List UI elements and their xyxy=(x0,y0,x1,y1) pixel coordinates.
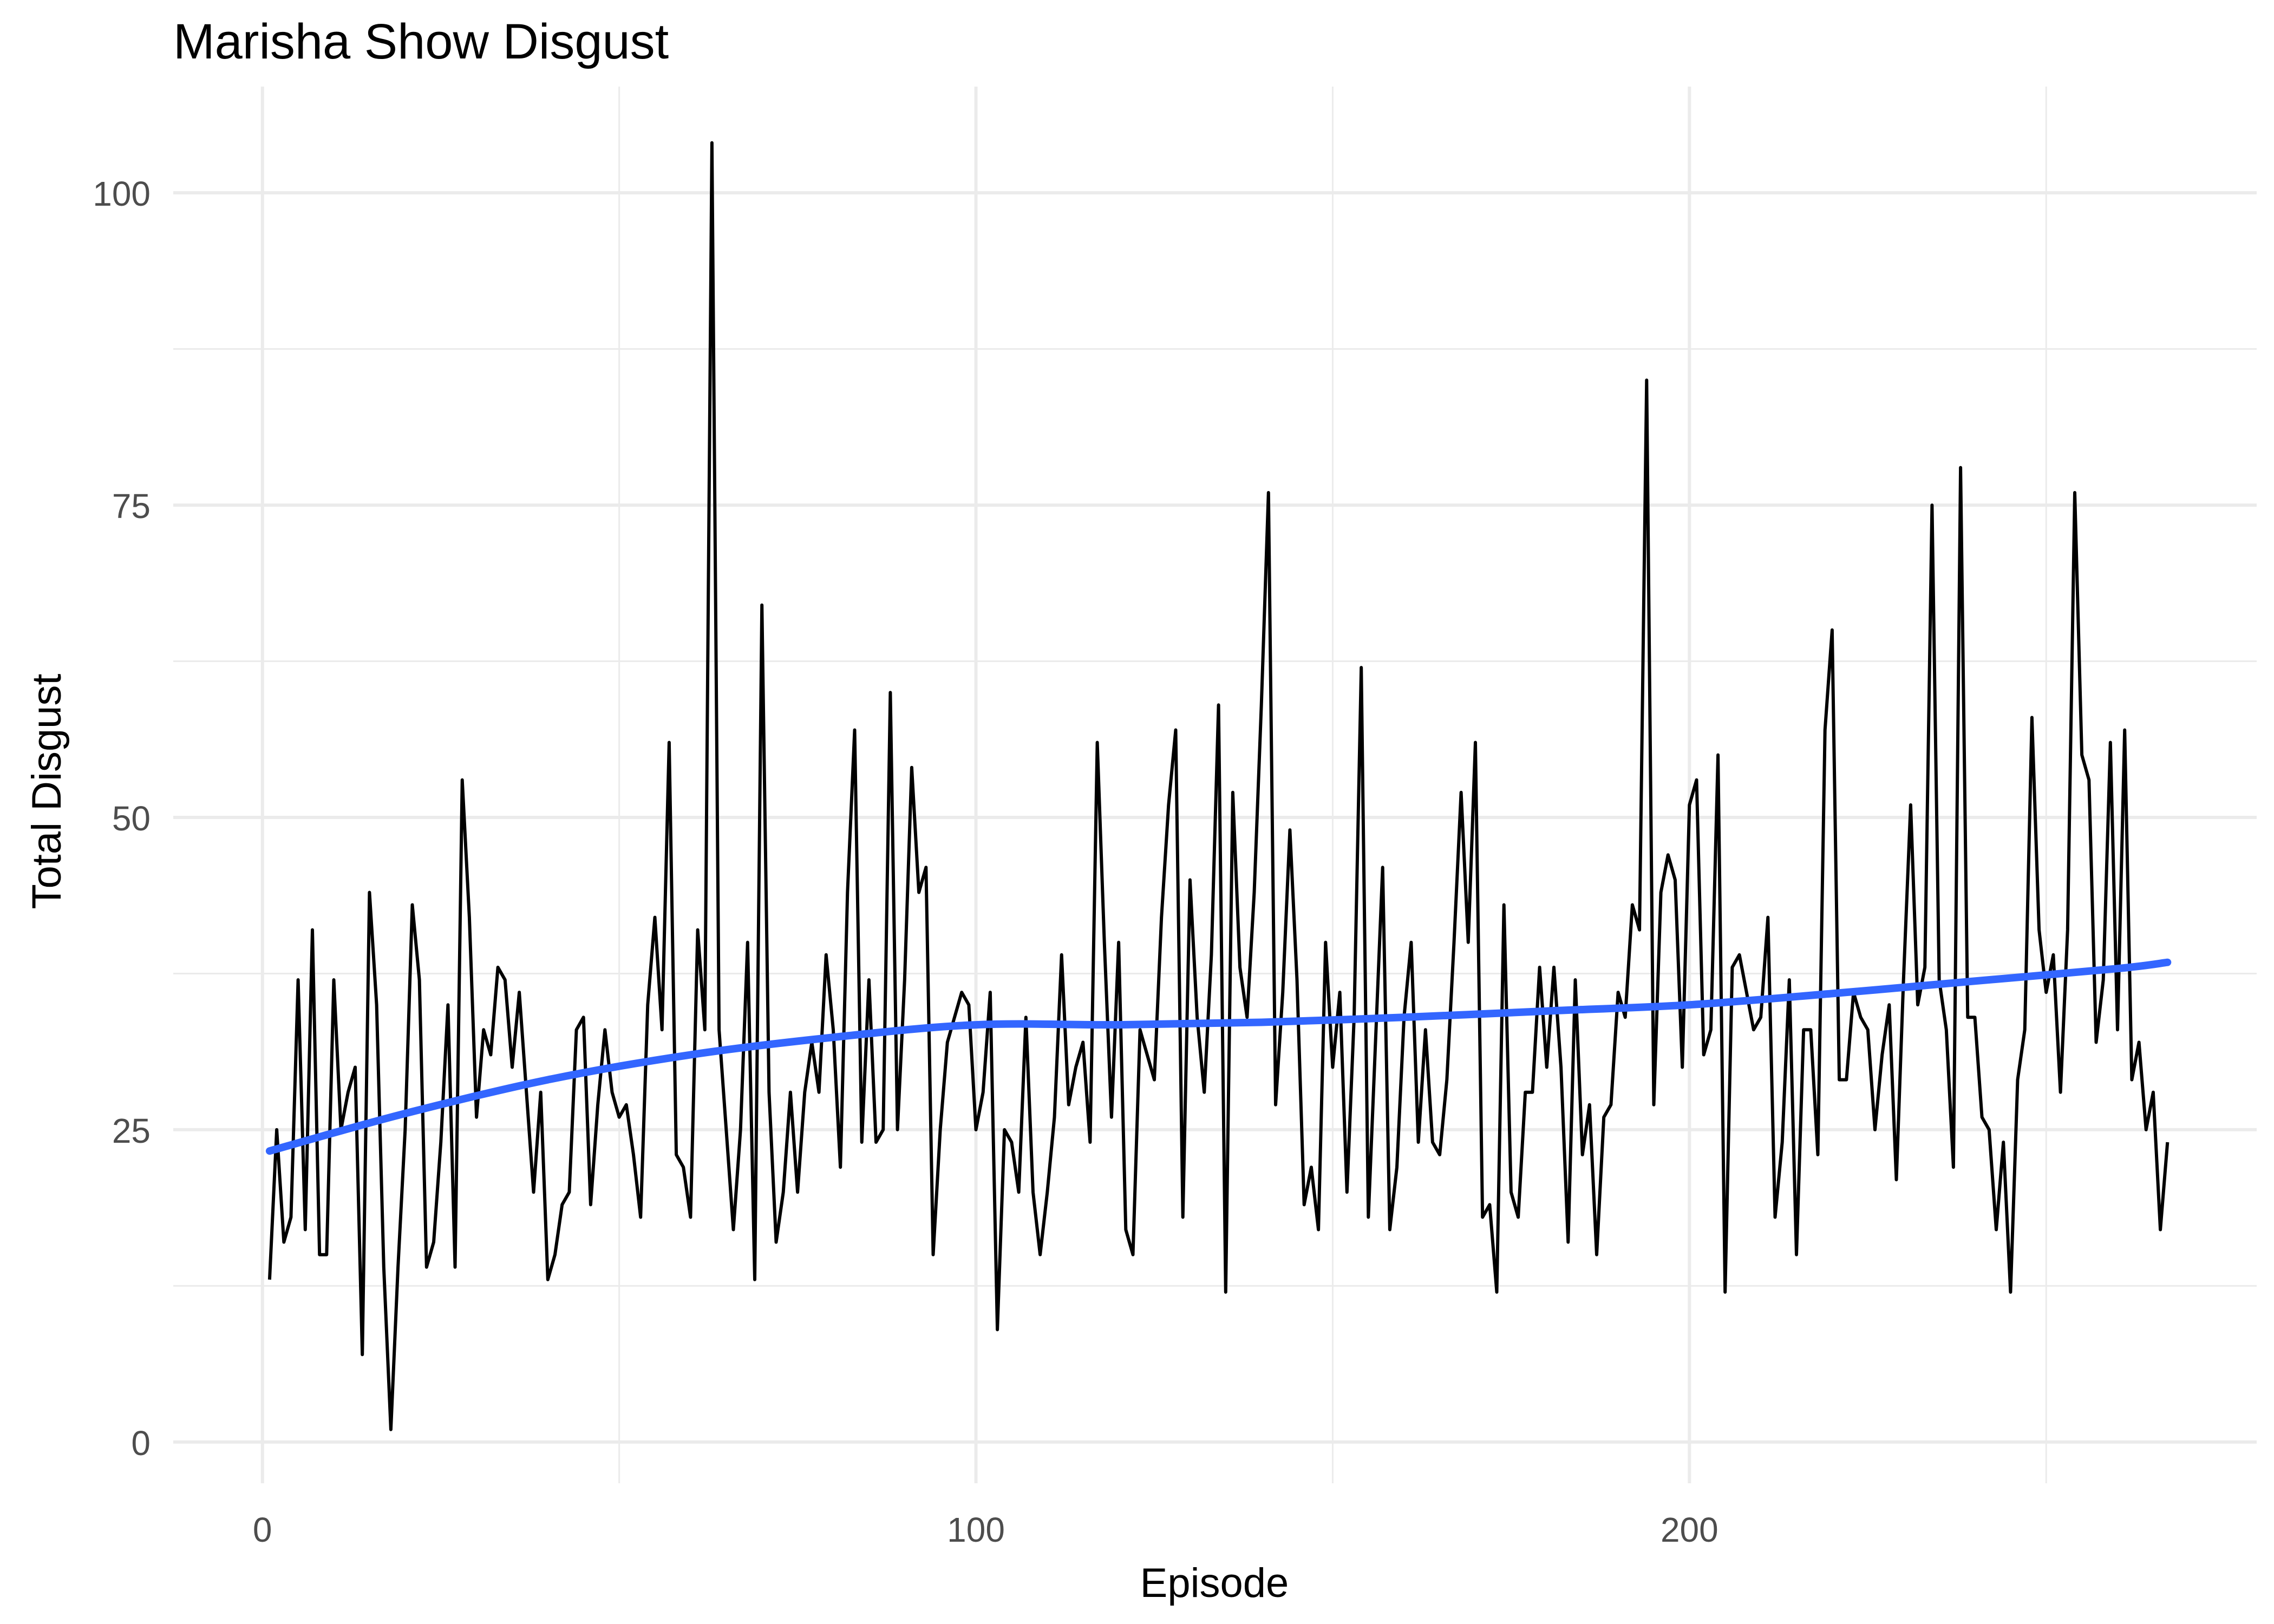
y-tick-label: 0 xyxy=(131,1424,151,1463)
x-tick-label: 0 xyxy=(253,1510,272,1549)
data-line xyxy=(267,141,2170,1431)
x-tick-labels: 0 100 200 xyxy=(253,1510,1718,1549)
trend-line xyxy=(265,958,2172,1155)
x-tick-label: 200 xyxy=(1661,1510,1718,1549)
y-axis-title: Total Disgust xyxy=(24,673,70,909)
y-tick-label: 25 xyxy=(112,1111,151,1150)
series-layer xyxy=(265,141,2172,1431)
y-tick-label: 75 xyxy=(112,487,151,526)
x-tick-label: 100 xyxy=(947,1510,1005,1549)
grid-minor xyxy=(173,87,2257,1483)
y-tick-labels: 0 25 50 75 100 xyxy=(93,174,151,1463)
chart-title: Marisha Show Disgust xyxy=(173,14,669,69)
y-tick-label: 100 xyxy=(93,174,151,213)
y-tick-label: 50 xyxy=(112,799,151,838)
x-axis-title: Episode xyxy=(1140,1560,1289,1606)
